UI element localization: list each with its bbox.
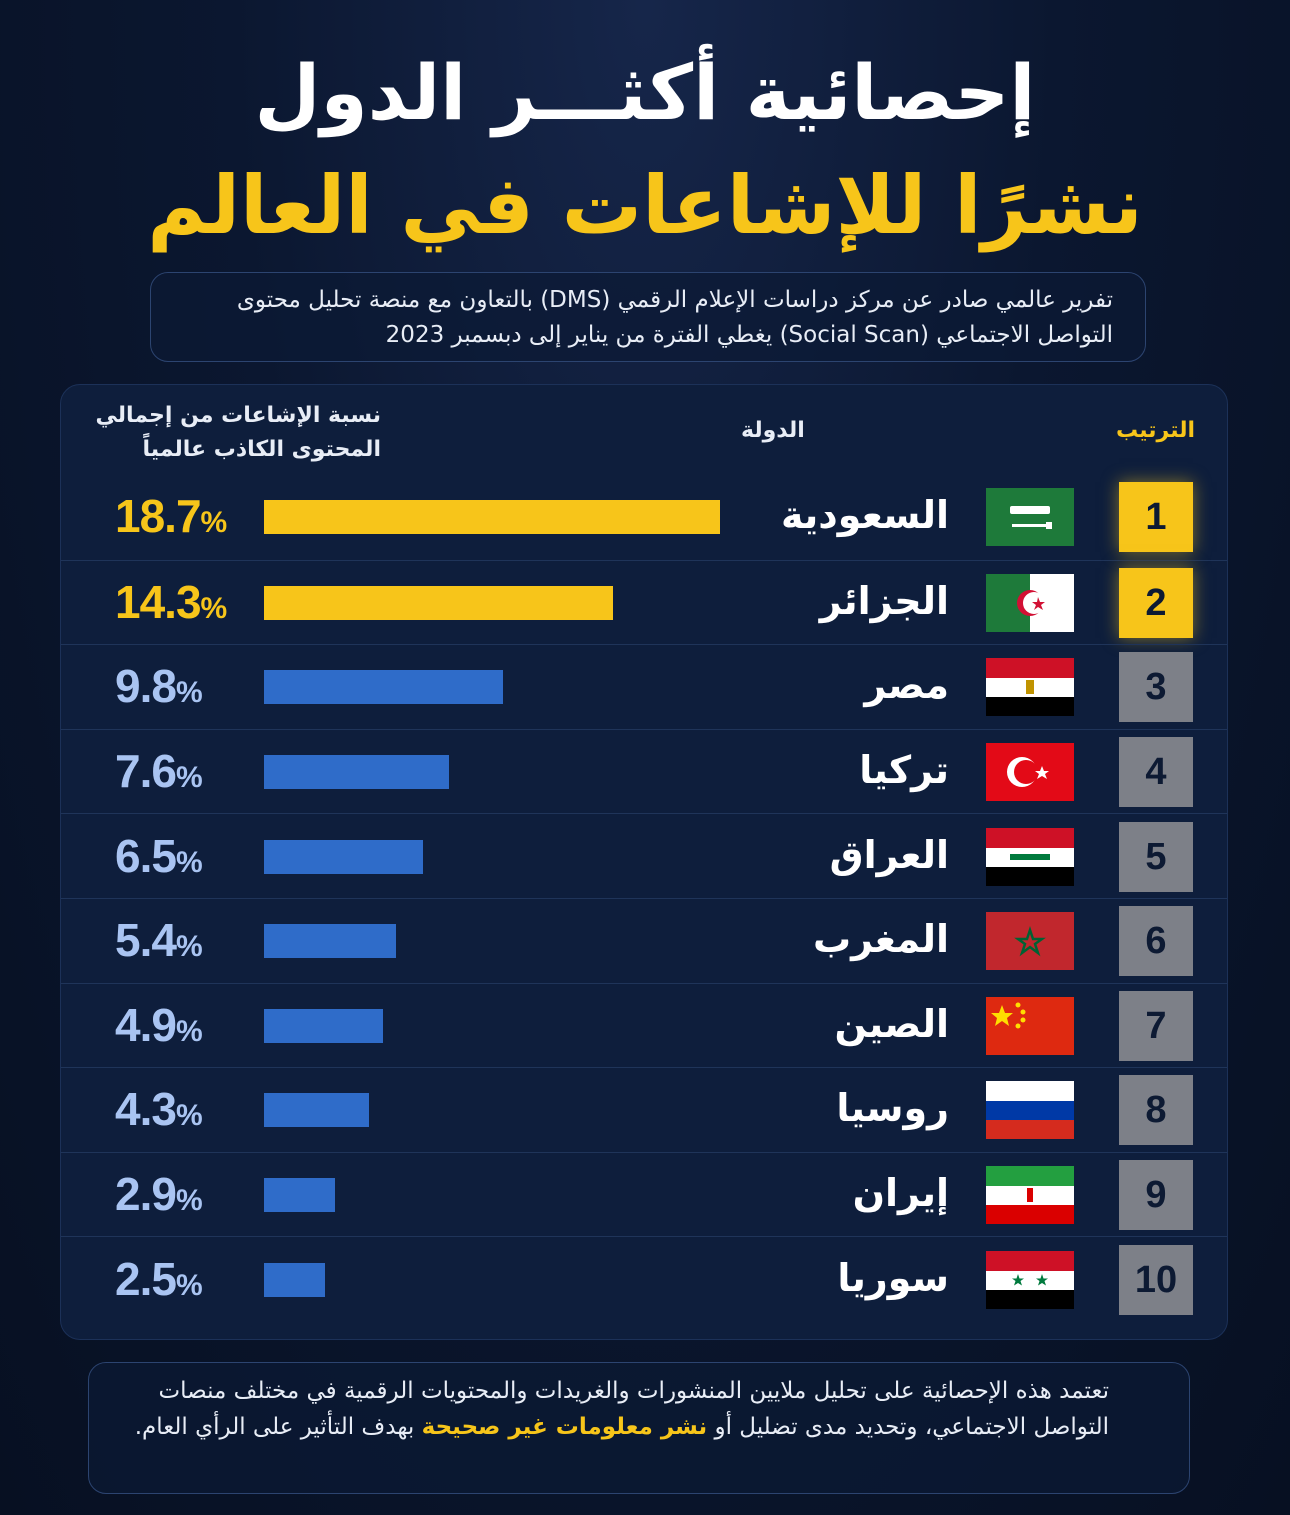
title-line-1: إحصائية أكثـــر الدول [254, 48, 1036, 137]
rank-badge: 2 [1119, 567, 1193, 638]
value-label: 5.4% [115, 913, 255, 967]
rank-badge: 7 [1119, 990, 1193, 1061]
value-label: 7.6% [115, 744, 255, 798]
value-label: 4.3% [115, 1082, 255, 1136]
value-unit: % [175, 676, 203, 710]
value-number: 18.7 [115, 490, 202, 543]
rank-badge: 4 [1119, 737, 1193, 808]
bar [264, 924, 396, 959]
country-label: إيران [852, 1171, 949, 1216]
value-unit: % [175, 1099, 203, 1133]
morocco-flag-icon [986, 912, 1074, 971]
rank-badge: 1 [1119, 482, 1193, 553]
rank-badge: 6 [1119, 906, 1193, 977]
value-number: 4.3 [115, 1083, 177, 1136]
chart-row: 3 مصر 9.8% [61, 644, 1227, 730]
footnote: تعتمد هذه الإحصائية على تحليل ملايين الم… [88, 1362, 1190, 1494]
country-label: السعودية [780, 493, 949, 538]
chart-row: 1 السعودية 18.7% [61, 475, 1227, 560]
value-label: 14.3% [115, 575, 255, 629]
chart-row: 10 سوريا 2.5% [61, 1236, 1227, 1322]
header-country: الدولة [741, 418, 805, 443]
value-unit: % [175, 1268, 203, 1302]
bar [264, 500, 720, 535]
turkey-flag-icon [986, 743, 1074, 802]
chart-row: 5 العراق 6.5% [61, 813, 1227, 899]
algeria-flag-icon [986, 573, 1074, 632]
value-number: 6.5 [115, 829, 177, 882]
syria-flag-icon [986, 1250, 1074, 1309]
ranking-panel: الترتيب الدولة نسبة الإشاعات من إجمالي ا… [60, 384, 1228, 1340]
country-label: سوريا [837, 1255, 949, 1300]
value-number: 4.9 [115, 998, 177, 1051]
value-number: 2.5 [115, 1252, 177, 1305]
value-unit: % [175, 845, 203, 879]
chart-row: 6 المغرب 5.4% [61, 898, 1227, 984]
rank-badge: 5 [1119, 821, 1193, 892]
value-number: 14.3 [115, 575, 202, 628]
bar [264, 670, 503, 705]
chart-row: 2 الجزائر 14.3% [61, 559, 1227, 646]
header-percent: نسبة الإشاعات من إجمالي المحتوى الكاذب ع… [95, 403, 381, 462]
value-label: 9.8% [115, 659, 255, 713]
egypt-flag-icon [986, 658, 1074, 717]
chart-row: 7 الصين 4.9% [61, 982, 1227, 1069]
bar [264, 1008, 383, 1043]
country-label: مصر [864, 663, 949, 708]
value-unit: % [175, 1014, 203, 1048]
bar [264, 1178, 335, 1213]
china-flag-icon [986, 996, 1074, 1055]
value-label: 18.7% [115, 489, 255, 543]
value-label: 2.9% [115, 1167, 255, 1221]
country-label: العراق [829, 832, 949, 877]
value-label: 2.5% [115, 1252, 255, 1306]
country-label: الصين [834, 1001, 949, 1046]
value-unit: % [200, 506, 228, 540]
value-number: 2.9 [115, 1168, 177, 1221]
bar [264, 585, 613, 620]
saudi-arabia-flag-icon [986, 488, 1074, 547]
country-label: المغرب [812, 917, 949, 962]
footnote-text-end: بهدف التأثير على الرأي العام. [134, 1414, 422, 1440]
footnote-highlight: نشر معلومات غير صحيحة [421, 1414, 708, 1440]
bar [264, 755, 449, 790]
chart-row: 9 إيران 2.9% [61, 1151, 1227, 1238]
iraq-flag-icon [986, 827, 1074, 886]
footnote-text: تعتمد هذه الإحصائية على تحليل ملايين الم… [158, 1378, 1109, 1440]
value-unit: % [175, 1184, 203, 1218]
value-number: 7.6 [115, 745, 177, 798]
rank-badge: 3 [1119, 652, 1193, 723]
rank-badge: 10 [1119, 1244, 1193, 1315]
value-unit: % [175, 761, 203, 795]
chart-row: 4 تركيا 7.6% [61, 728, 1227, 815]
value-unit: % [200, 591, 228, 625]
bar [264, 1093, 369, 1128]
header-rank: الترتيب [1116, 418, 1195, 443]
russia-flag-icon [986, 1081, 1074, 1140]
intro-text: تفرير عالمي صادر عن مركز دراسات الإعلام … [150, 272, 1146, 362]
bar [264, 1262, 325, 1297]
value-label: 4.9% [115, 998, 255, 1052]
country-label: روسيا [836, 1086, 949, 1131]
value-unit: % [175, 930, 203, 964]
country-label: تركيا [859, 748, 949, 793]
value-label: 6.5% [115, 829, 255, 883]
country-label: الجزائر [819, 578, 949, 623]
value-number: 9.8 [115, 660, 177, 713]
rank-badge: 8 [1119, 1075, 1193, 1146]
rank-badge: 9 [1119, 1160, 1193, 1231]
chart-row: 8 روسيا 4.3% [61, 1067, 1227, 1153]
bar [264, 839, 423, 874]
title-line-2: نشرًا للإشاعات في العالم [147, 159, 1143, 252]
iran-flag-icon [986, 1166, 1074, 1225]
value-number: 5.4 [115, 914, 177, 967]
